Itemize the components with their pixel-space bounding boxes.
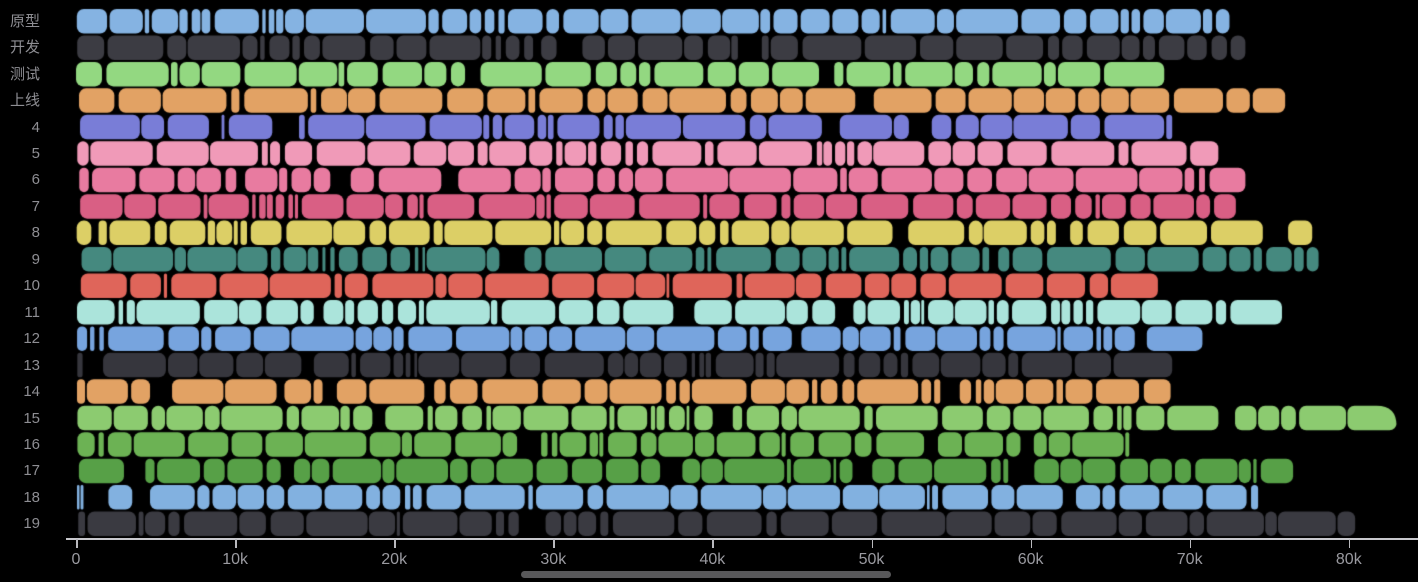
x-axis-tick bbox=[553, 539, 555, 548]
row-label-原型: 原型 bbox=[9, 12, 40, 30]
row-label-13: 13 bbox=[23, 356, 40, 374]
x-axis-line bbox=[66, 538, 1418, 540]
row-label-开发: 开发 bbox=[9, 39, 40, 57]
horizontal-scrollbar-thumb[interactable] bbox=[521, 571, 891, 578]
row-label-上线: 上线 bbox=[9, 92, 40, 110]
x-axis-tick bbox=[1348, 539, 1351, 548]
row-label-17: 17 bbox=[23, 462, 40, 480]
row-label-6: 6 bbox=[31, 171, 40, 189]
category-axis-labels: 原型开发测试上线 4 5 6 7 8 9 10 11 12 13 14 15 16 17 18 19 bbox=[0, 0, 42, 540]
row-label-测试: 测试 bbox=[9, 65, 40, 83]
x-axis-tick-label: 30k bbox=[540, 551, 567, 568]
x-axis-tick bbox=[394, 539, 396, 548]
x-axis-tick bbox=[76, 539, 78, 548]
x-axis-tick bbox=[871, 539, 873, 548]
x-axis-tick-label: 40k bbox=[699, 551, 726, 568]
x-axis-tick-label: 60k bbox=[1017, 551, 1044, 568]
row-label-7: 7 bbox=[31, 197, 40, 215]
row-label-8: 8 bbox=[31, 224, 40, 242]
x-axis-tick-label: 50k bbox=[858, 551, 885, 568]
row-label-15: 15 bbox=[23, 409, 40, 427]
row-label-19: 19 bbox=[23, 515, 40, 533]
x-axis-tick bbox=[1030, 539, 1033, 548]
row-label-9: 9 bbox=[31, 250, 40, 268]
x-axis-tick-label: 0 bbox=[71, 551, 81, 568]
x-axis-tick bbox=[712, 539, 714, 548]
row-label-12: 12 bbox=[23, 330, 40, 348]
row-label-14: 14 bbox=[23, 383, 40, 401]
x-axis-tick bbox=[235, 539, 237, 548]
x-axis-tick-label: 70k bbox=[1176, 551, 1203, 568]
x-axis-tick bbox=[1189, 539, 1192, 548]
x-axis-tick-label: 80k bbox=[1335, 551, 1362, 568]
row-label-11: 11 bbox=[24, 303, 40, 321]
row-label-10: 10 bbox=[23, 277, 40, 295]
x-axis-tick-label: 20k bbox=[381, 551, 408, 568]
row-label-5: 5 bbox=[31, 145, 40, 162]
row-label-18: 18 bbox=[23, 488, 40, 506]
x-axis-tick-label: 10k bbox=[222, 551, 248, 568]
row-label-4: 4 bbox=[31, 118, 40, 136]
row-label-16: 16 bbox=[23, 435, 40, 453]
